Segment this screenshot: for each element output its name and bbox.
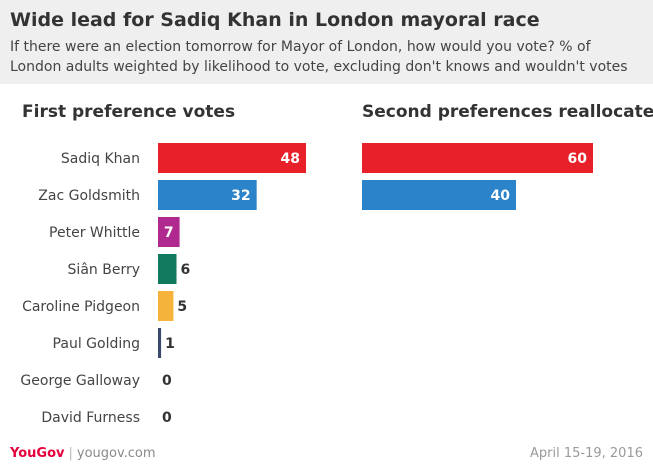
bar — [362, 180, 516, 210]
value-label: 48 — [281, 151, 300, 167]
category-label: Paul Golding — [53, 336, 140, 352]
footer-date: April 15-19, 2016 — [530, 446, 643, 461]
panel-title-first-preference: First preference votes — [22, 102, 236, 122]
footer-separator: | — [68, 446, 73, 461]
category-label: Peter Whittle — [49, 225, 140, 241]
panel-title-second-preference: Second preferences reallocated — [362, 102, 653, 122]
value-label: 60 — [568, 151, 588, 167]
bar — [158, 291, 174, 321]
value-label: 32 — [231, 188, 250, 204]
chart-subtitle: If there were an election tomorrow for M… — [10, 39, 628, 75]
category-label: David Furness — [41, 410, 140, 426]
bar — [362, 143, 593, 173]
bar — [158, 180, 257, 210]
category-label: Siân Berry — [68, 262, 140, 278]
footer-site-link[interactable]: yougov.com — [76, 446, 156, 461]
footer-branding: YouGov | yougov.com — [10, 446, 156, 461]
value-label: 40 — [491, 188, 511, 204]
category-label: George Galloway — [20, 373, 140, 389]
category-label: Zac Goldsmith — [38, 188, 140, 204]
header: Wide lead for Sadiq Khan in London mayor… — [0, 0, 653, 84]
value-label: 6 — [181, 262, 191, 278]
value-label: 0 — [162, 373, 172, 389]
value-label: 1 — [165, 336, 175, 352]
bar — [158, 217, 180, 247]
yougov-logo: YouGov — [10, 446, 65, 461]
value-label: 0 — [162, 410, 172, 426]
category-label: Caroline Pidgeon — [22, 299, 140, 315]
value-label: 7 — [164, 225, 174, 241]
bar — [158, 328, 162, 358]
bar — [158, 143, 306, 173]
bar — [158, 254, 177, 284]
category-label: Sadiq Khan — [61, 151, 140, 167]
value-label: 5 — [177, 299, 187, 315]
chart-title: Wide lead for Sadiq Khan in London mayor… — [10, 9, 540, 31]
